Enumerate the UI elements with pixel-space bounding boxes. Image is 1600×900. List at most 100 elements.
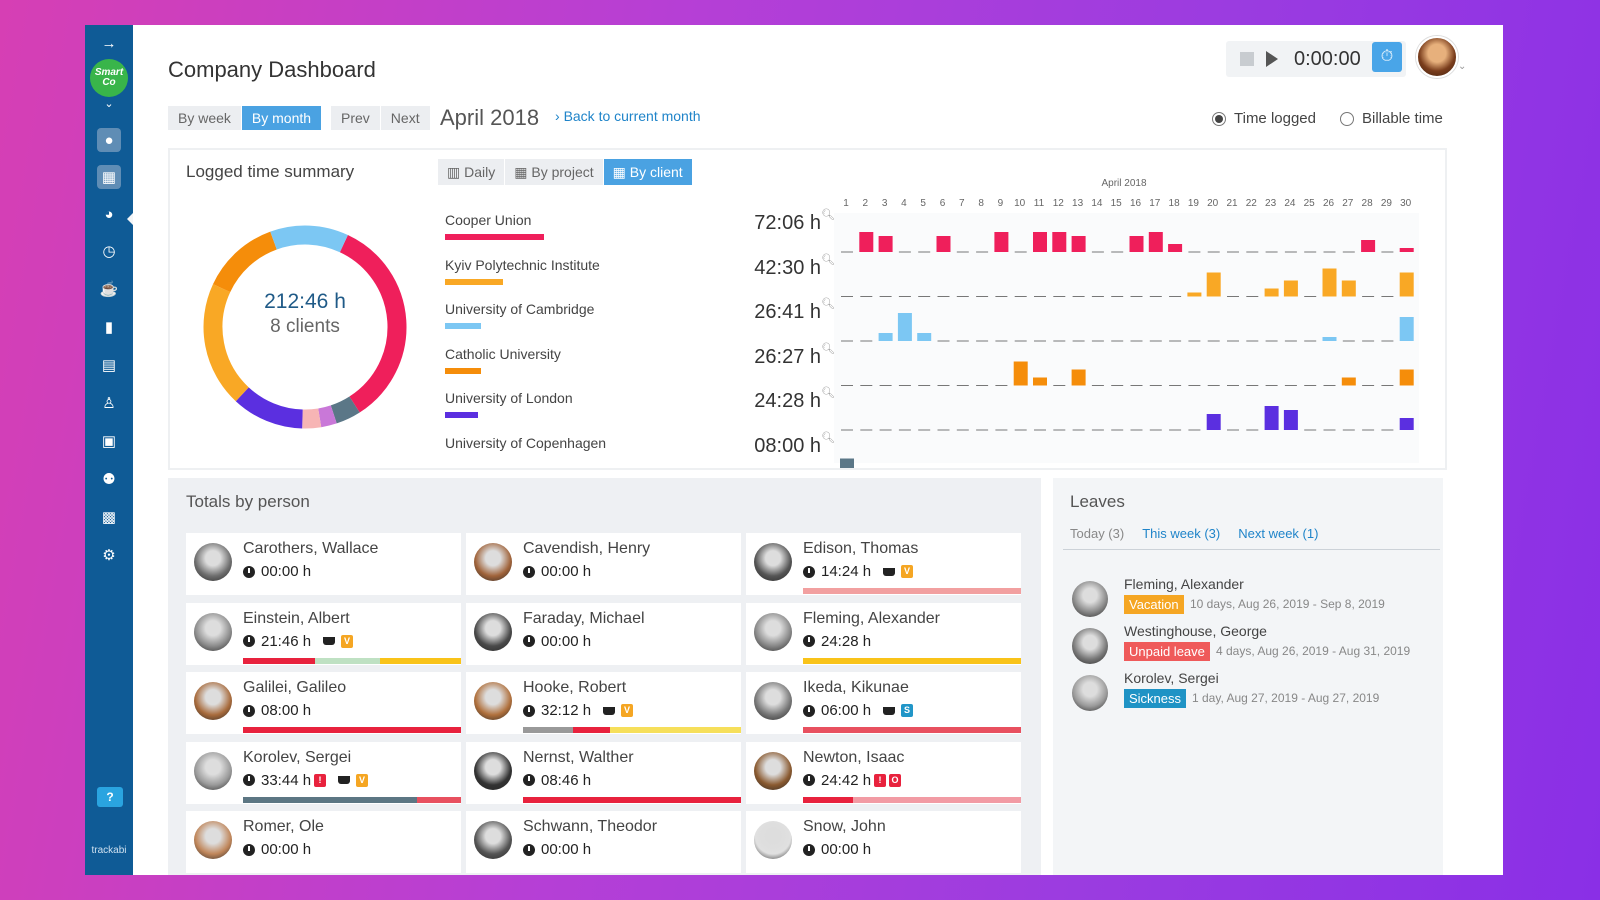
zoom-icon[interactable]: 🔍︎: [821, 209, 835, 221]
daily-bar[interactable]: [897, 313, 912, 341]
daily-bar[interactable]: [1399, 248, 1414, 252]
zoom-icon[interactable]: 🔍︎: [821, 298, 835, 310]
help-icon[interactable]: ?: [97, 787, 123, 807]
chevron-down-icon[interactable]: ⌄: [1458, 61, 1467, 72]
daily-bar[interactable]: [1148, 232, 1163, 252]
tab-today[interactable]: Today (3): [1070, 526, 1125, 541]
daily-bar[interactable]: [1264, 288, 1279, 297]
daily-bar[interactable]: [1283, 280, 1298, 297]
daily-bar[interactable]: [1168, 244, 1183, 252]
person-card[interactable]: Cavendish, Henry 00:00 h: [466, 533, 741, 595]
leave-row[interactable]: Fleming, Alexander Vacation 10 days, Aug 2…: [1072, 576, 1442, 620]
arrow-right-icon[interactable]: →: [101, 34, 117, 52]
book-icon[interactable]: ▤: [101, 357, 117, 374]
by-week-button[interactable]: By week: [168, 106, 242, 130]
leave-row[interactable]: Korolev, Sergei Sickness 1 day, Aug 27, 20…: [1072, 670, 1442, 714]
daily-bar[interactable]: [917, 333, 932, 341]
donut-segment[interactable]: [270, 225, 348, 253]
leave-row[interactable]: Westinghouse, George Unpaid leave 4 days, …: [1072, 623, 1442, 667]
stopwatch-button[interactable]: ⏱: [1372, 42, 1402, 72]
daily-bar[interactable]: [1361, 240, 1376, 252]
donut-segment[interactable]: [302, 408, 322, 429]
person-card[interactable]: Faraday, Michael 00:00 h: [466, 602, 741, 665]
building-icon[interactable]: ▦: [97, 165, 121, 189]
client-row[interactable]: Catholic University 26:27 h 🔍︎: [445, 343, 835, 390]
client-row[interactable]: University of London 24:28 h 🔍︎: [445, 387, 835, 434]
play-icon[interactable]: [1266, 51, 1278, 67]
person-card[interactable]: Carothers, Wallace 00:00 h: [186, 533, 461, 595]
tab-by-client[interactable]: ▦ By client: [603, 159, 693, 185]
zoom-icon[interactable]: 🔍︎: [821, 387, 835, 399]
daily-bar[interactable]: [1206, 414, 1221, 430]
daily-bar[interactable]: [1399, 369, 1414, 386]
client-row[interactable]: Kyiv Polytechnic Institute 42:30 h 🔍︎: [445, 254, 835, 301]
person-card[interactable]: Newton, Isaac 24:42 h! O: [746, 741, 1021, 804]
daily-bar[interactable]: [1399, 418, 1414, 430]
person-card[interactable]: Fleming, Alexander 24:28 h: [746, 602, 1021, 665]
radio-time-logged[interactable]: Time logged: [1212, 110, 1316, 127]
person-card[interactable]: Galilei, Galileo 08:00 h: [186, 672, 461, 734]
daily-bar[interactable]: [1129, 236, 1144, 252]
coffee-icon[interactable]: ☕: [99, 281, 119, 298]
next-button[interactable]: Next: [380, 106, 431, 130]
donut-segment[interactable]: [213, 231, 278, 293]
contact-icon[interactable]: ▣: [101, 433, 117, 450]
briefcase-icon[interactable]: ▩: [101, 509, 117, 526]
daily-bar[interactable]: [1322, 268, 1337, 297]
gear-icon[interactable]: ⚙: [102, 547, 116, 564]
daily-bar[interactable]: [1013, 361, 1028, 386]
person-icon[interactable]: ♙: [102, 395, 116, 412]
daily-bar[interactable]: [1052, 232, 1067, 252]
daily-bar[interactable]: [878, 333, 893, 341]
dashboard-icon[interactable]: ◕: [104, 205, 114, 223]
donut-segment[interactable]: [318, 405, 337, 428]
daily-bar[interactable]: [1322, 337, 1337, 341]
clock-icon[interactable]: ◷: [102, 243, 116, 260]
donut-segment[interactable]: [339, 235, 407, 413]
daily-bar[interactable]: [1341, 280, 1356, 297]
daily-bar[interactable]: [1264, 406, 1279, 430]
stop-icon[interactable]: [1240, 52, 1254, 66]
daily-bar[interactable]: [1187, 292, 1202, 297]
back-to-current-link[interactable]: › Back to current month: [555, 108, 701, 124]
donut-segment[interactable]: [203, 284, 249, 402]
tab-daily[interactable]: ▥ Daily: [438, 159, 506, 185]
zoom-icon[interactable]: 🔍︎: [821, 342, 835, 355]
daily-bar[interactable]: [840, 458, 854, 469]
daily-bar[interactable]: [1033, 377, 1047, 386]
radio-billable-time[interactable]: Billable time: [1340, 110, 1443, 127]
team-icon[interactable]: ⚉: [102, 471, 116, 488]
client-row[interactable]: Cooper Union 72:06 h 🔍︎: [445, 209, 835, 256]
tab-by-project[interactable]: ▦ By project: [505, 159, 604, 185]
tab-next-week[interactable]: Next week (1): [1238, 526, 1319, 541]
daily-bar[interactable]: [1071, 369, 1086, 386]
daily-bar[interactable]: [1399, 317, 1414, 341]
prev-button[interactable]: Prev: [331, 106, 381, 130]
user-avatar[interactable]: [1416, 36, 1458, 78]
document-icon[interactable]: ▮: [104, 319, 114, 336]
person-card[interactable]: Nernst, Walther 08:46 h: [466, 741, 741, 804]
daily-bar[interactable]: [1341, 377, 1356, 386]
client-row[interactable]: University of Cambridge 26:41 h 🔍︎: [445, 298, 835, 345]
person-card[interactable]: Snow, John 00:00 h: [746, 811, 1021, 873]
daily-bar[interactable]: [1399, 272, 1414, 297]
zoom-icon[interactable]: 🔍︎: [821, 253, 835, 266]
daily-bar[interactable]: [859, 232, 874, 252]
profile-icon[interactable]: ●: [97, 128, 121, 152]
zoom-icon[interactable]: 🔍︎: [821, 431, 835, 444]
daily-bar[interactable]: [1206, 272, 1221, 297]
person-card[interactable]: Korolev, Sergei 33:44 h! V: [186, 741, 461, 804]
donut-segment[interactable]: [235, 387, 304, 429]
chevron-down-icon[interactable]: ⌄: [104, 97, 114, 110]
by-month-button[interactable]: By month: [241, 106, 323, 130]
donut-segment[interactable]: [330, 396, 360, 424]
daily-bar[interactable]: [1071, 236, 1086, 252]
person-card[interactable]: Schwann, Theodor 00:00 h: [466, 811, 741, 873]
daily-bar[interactable]: [994, 232, 1009, 252]
daily-bar[interactable]: [1033, 232, 1047, 252]
client-row[interactable]: University of Copenhagen 08:00 h 🔍︎: [445, 432, 835, 479]
